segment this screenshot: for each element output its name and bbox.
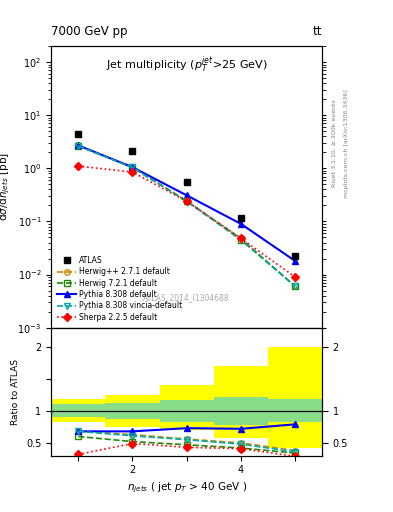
Text: Rivet 3.1.10, ≥ 200k events: Rivet 3.1.10, ≥ 200k events	[332, 99, 337, 187]
Y-axis label: d$\sigma$/d$n_{jets}$ [pb]: d$\sigma$/d$n_{jets}$ [pb]	[0, 153, 12, 221]
X-axis label: $n_{jets}$ ( jet $p_T$ > 40 GeV ): $n_{jets}$ ( jet $p_T$ > 40 GeV )	[127, 481, 247, 495]
Legend: ATLAS, Herwig++ 2.7.1 default, Herwig 7.2.1 default, Pythia 8.308 default, Pythi: ATLAS, Herwig++ 2.7.1 default, Herwig 7.…	[55, 254, 185, 324]
Text: mcplots.cern.ch [arXiv:1306.3436]: mcplots.cern.ch [arXiv:1306.3436]	[344, 89, 349, 198]
Text: ATLAS_2014_I1304688: ATLAS_2014_I1304688	[143, 293, 230, 302]
Text: tt: tt	[313, 25, 322, 37]
Y-axis label: Ratio to ATLAS: Ratio to ATLAS	[11, 359, 20, 424]
Text: 7000 GeV pp: 7000 GeV pp	[51, 25, 128, 37]
Text: Jet multiplicity ($p_T^{jet}$>25 GeV): Jet multiplicity ($p_T^{jet}$>25 GeV)	[106, 55, 268, 75]
